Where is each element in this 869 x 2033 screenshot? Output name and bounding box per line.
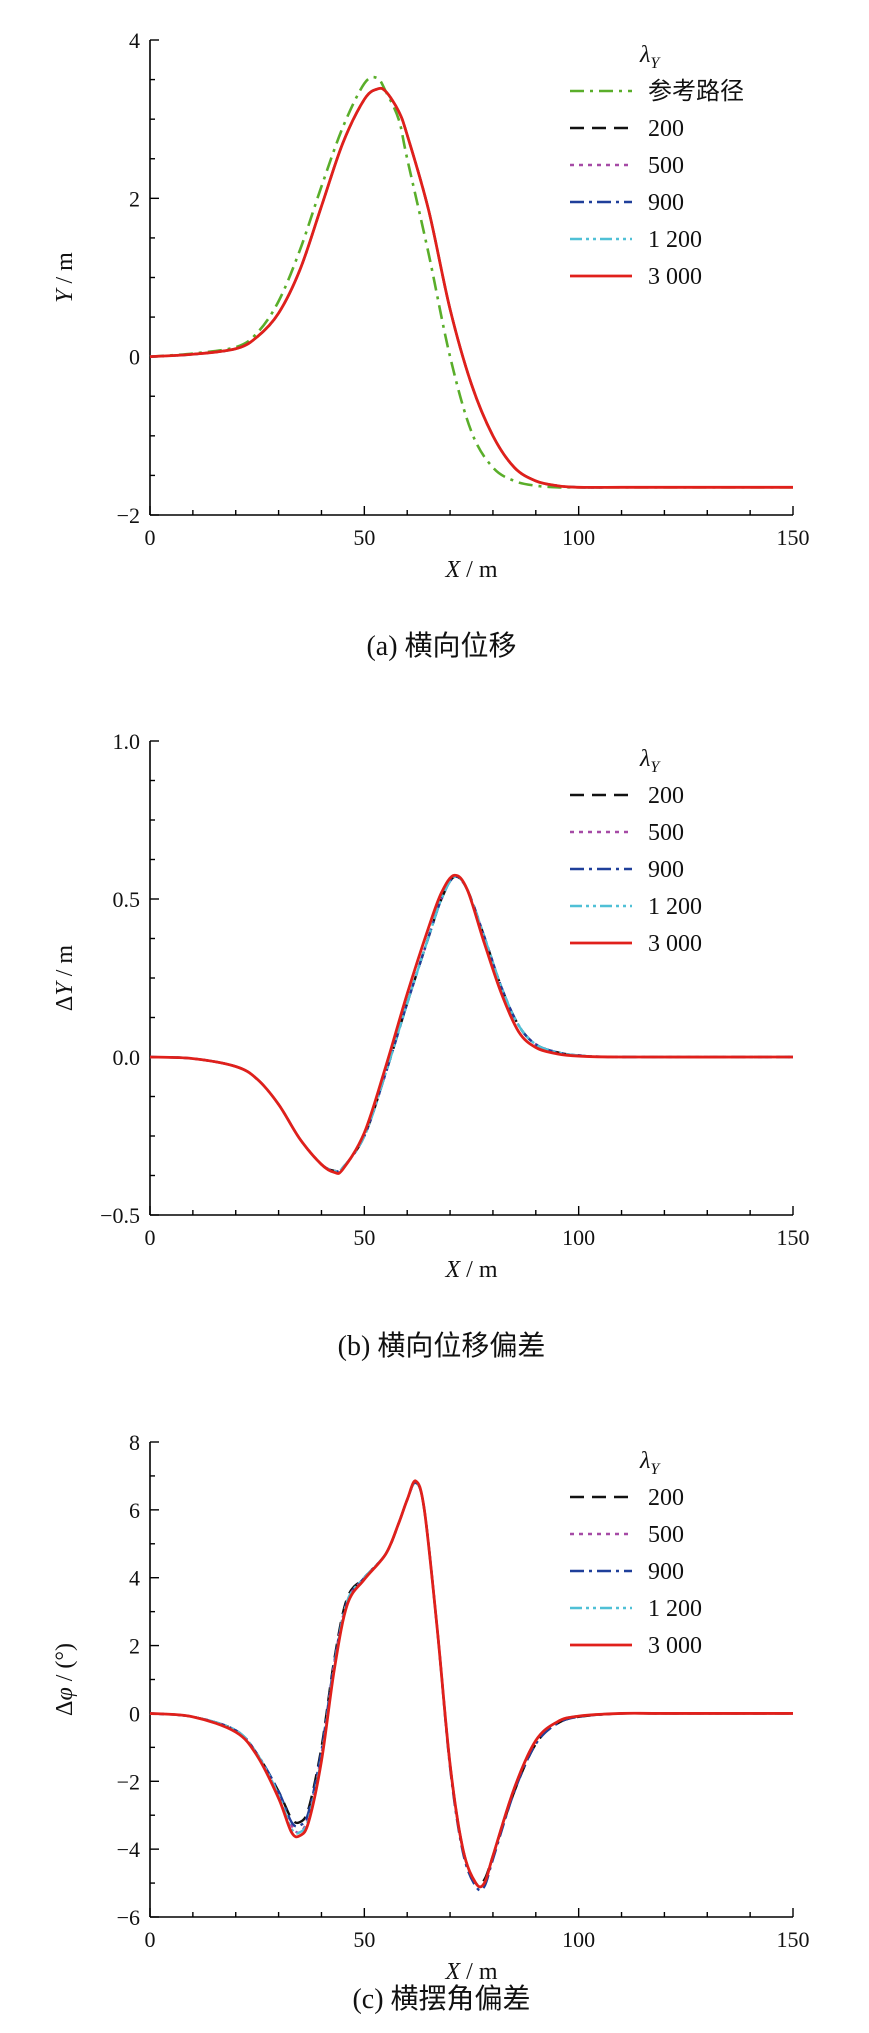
legend-label-4: 1 200 xyxy=(648,227,702,253)
plot-area xyxy=(149,75,793,489)
legend-label-0: 200 xyxy=(648,783,684,809)
legend: λY 参考路径 200 500 900 1 200 3 000 xyxy=(570,42,744,290)
legend-label-1: 200 xyxy=(648,116,684,142)
x-tick-label: 150 xyxy=(777,1225,810,1250)
x-tick-label: 100 xyxy=(562,1927,595,1952)
legend-label-3: 1 200 xyxy=(648,894,702,920)
series-line-0 xyxy=(149,875,794,1173)
y-axis-label: ΔY / m xyxy=(52,945,78,1011)
x-axis-label: X / m xyxy=(444,1959,497,1985)
y-tick-label: 1.0 xyxy=(113,729,141,754)
x-tick-label: 0 xyxy=(145,1927,156,1952)
y-tick-label: 8 xyxy=(129,1430,140,1455)
series-line-0 xyxy=(149,1481,793,1887)
series-line-3 xyxy=(149,875,794,1173)
y-axis-label: Δφ / (°) xyxy=(52,1643,78,1716)
y-tick-label: 2 xyxy=(129,1634,140,1659)
legend: λY 200 500 900 1 200 3 000 xyxy=(570,746,702,957)
legend-title: λY xyxy=(639,1448,661,1478)
x-tick-label: 150 xyxy=(777,525,810,550)
y-tick-label: 2 xyxy=(129,186,140,211)
y-tick-label: 4 xyxy=(129,28,140,53)
legend-title: λY xyxy=(639,746,661,776)
y-tick-label: −2 xyxy=(117,503,140,528)
y-tick-label: 0.5 xyxy=(113,887,141,912)
legend-label-5: 3 000 xyxy=(648,264,702,290)
figure-caption: (b) 横向位移偏差 xyxy=(338,1330,546,1362)
series-line-3 xyxy=(149,1481,793,1889)
y-axis-label: Y / m xyxy=(52,252,78,303)
plot-area xyxy=(149,873,794,1175)
x-tick-label: 100 xyxy=(562,1225,595,1250)
series-line-1 xyxy=(149,875,794,1173)
x-tick-label: 50 xyxy=(353,1225,375,1250)
y-tick-label: −2 xyxy=(117,1769,140,1794)
y-tick-label: −0.5 xyxy=(100,1203,140,1228)
y-tick-label: −6 xyxy=(117,1905,140,1930)
x-tick-label: 50 xyxy=(353,525,375,550)
figure-caption: (a) 横向位移 xyxy=(366,630,516,662)
y-tick-label: 4 xyxy=(129,1566,140,1591)
chart-yaw-angle-deviation: 0 50 100 150 −6 −4 −2 0 2 4 6 8 X / m Δφ / (°) λY 200 50… xyxy=(52,1430,810,2015)
axes: 0 50 100 150 −0.5 0.0 0.5 1.0 xyxy=(100,729,809,1250)
series-line-0 xyxy=(149,75,793,489)
series-line-4 xyxy=(149,873,794,1175)
series-line-2 xyxy=(149,1481,793,1892)
axes: 0 50 100 150 −6 −4 −2 0 2 4 6 8 xyxy=(117,1430,810,1952)
series-line-1 xyxy=(149,1481,793,1889)
legend-label-3: 1 200 xyxy=(648,1596,702,1622)
x-tick-label: 150 xyxy=(777,1927,810,1952)
legend: λY 200 500 900 1 200 3 000 xyxy=(570,1448,702,1659)
figure-caption: (c) 横摆角偏差 xyxy=(352,1983,530,2015)
legend-label-3: 900 xyxy=(648,190,684,216)
chart-lateral-displacement-deviation: 0 50 100 150 −0.5 0.0 0.5 1.0 X / m ΔY / m λY 200 50… xyxy=(52,729,810,1362)
legend-label-4: 3 000 xyxy=(648,1633,702,1659)
series-line-4 xyxy=(149,1479,793,1889)
legend-label-0: 参考路径 xyxy=(648,78,744,105)
legend-label-2: 900 xyxy=(648,1559,684,1585)
x-axis-label: X / m xyxy=(444,557,497,583)
y-tick-label: 0 xyxy=(129,345,140,370)
x-tick-label: 0 xyxy=(145,1225,156,1250)
plot-area xyxy=(149,1479,793,1892)
y-tick-label: 6 xyxy=(129,1498,140,1523)
legend-label-1: 500 xyxy=(648,1522,684,1548)
legend-label-2: 500 xyxy=(648,153,684,179)
legend-title: λY xyxy=(639,42,661,72)
x-tick-label: 50 xyxy=(353,1927,375,1952)
y-tick-label: 0 xyxy=(129,1701,140,1726)
series-line-5 xyxy=(149,86,793,489)
legend-label-2: 900 xyxy=(648,857,684,883)
x-tick-label: 0 xyxy=(145,525,156,550)
series-line-2 xyxy=(149,875,794,1173)
y-tick-label: −4 xyxy=(117,1837,140,1862)
y-tick-label: 0.0 xyxy=(113,1045,141,1070)
legend-label-0: 200 xyxy=(648,1485,684,1511)
legend-label-1: 500 xyxy=(648,820,684,846)
x-axis-label: X / m xyxy=(444,1257,497,1283)
legend-label-4: 3 000 xyxy=(648,931,702,957)
x-tick-label: 100 xyxy=(562,525,595,550)
